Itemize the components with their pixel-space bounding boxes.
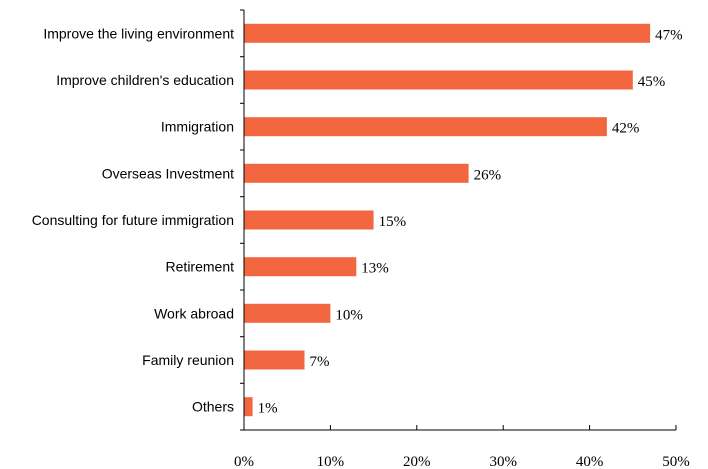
bar-improve-children-s-education (244, 70, 633, 90)
value-label: 45% (638, 74, 666, 90)
value-label: 10% (335, 307, 363, 323)
category-label: Retirement (166, 259, 235, 275)
bar-consulting-for-future-immigration (244, 210, 374, 230)
bar-others (244, 397, 253, 417)
x-tick-label: 20% (403, 454, 431, 469)
value-label: 47% (655, 27, 683, 43)
value-label: 1% (258, 401, 278, 417)
bars-layer (244, 23, 651, 417)
value-label: 7% (310, 354, 330, 370)
value-label: 15% (379, 214, 407, 230)
x-tick-label: 50% (662, 454, 690, 469)
bar-family-reunion (244, 350, 305, 370)
category-label: Immigration (161, 119, 234, 135)
x-tick-label: 30% (489, 454, 517, 469)
category-label: Family reunion (142, 352, 234, 368)
category-label: Consulting for future immigration (32, 212, 234, 228)
axes-layer: 0% 10% 20% 30% 40% 50% (234, 9, 690, 469)
value-label: 13% (361, 261, 389, 277)
category-label: Work abroad (154, 305, 234, 321)
bar-improve-the-living-environment (244, 23, 651, 43)
category-label: Others (192, 399, 234, 415)
value-label: 26% (474, 167, 502, 183)
value-label: 42% (612, 121, 640, 137)
bar-overseas-investment (244, 163, 469, 183)
x-tick-label: 40% (576, 454, 604, 469)
bar-retirement (244, 257, 357, 277)
category-label: Improve children's education (56, 72, 234, 88)
bar-work-abroad (244, 303, 331, 323)
category-label: Overseas Investment (102, 165, 234, 181)
x-tick-label: 10% (317, 454, 345, 469)
bar-immigration (244, 117, 607, 137)
category-label: Improve the living environment (43, 25, 234, 41)
x-tick-label: 0% (234, 454, 254, 469)
labels-layer: Improve the living environment 47% Improve… (32, 25, 683, 416)
